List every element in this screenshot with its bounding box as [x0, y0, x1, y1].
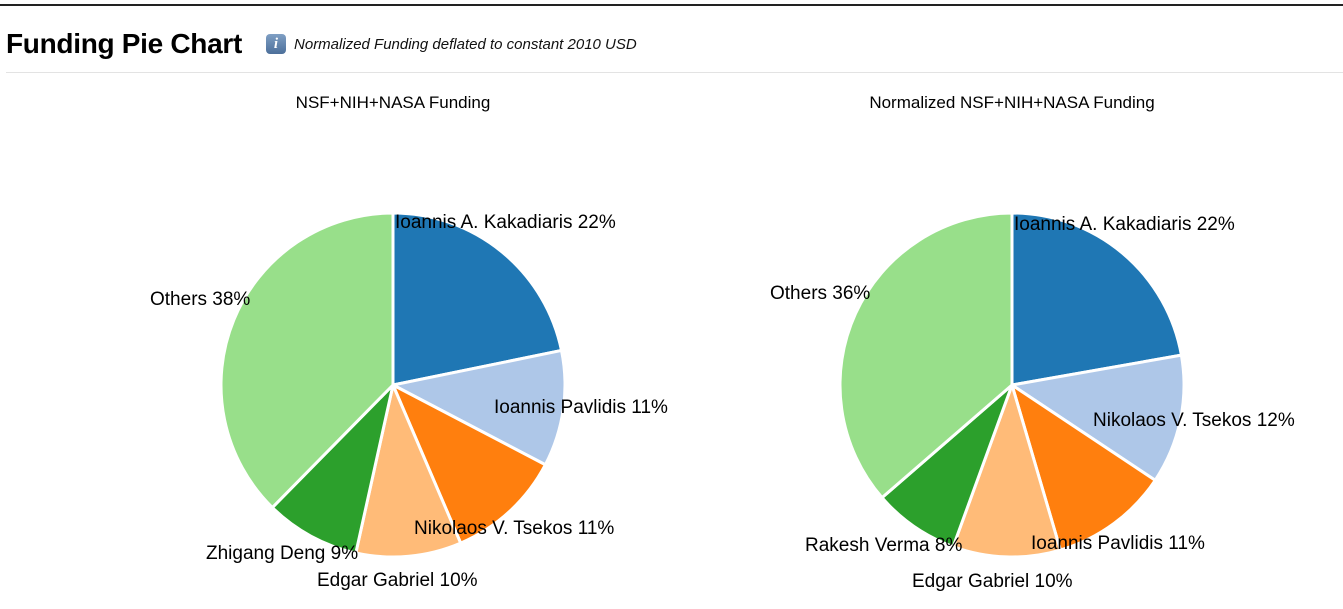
- pie-0-slice-edgar-gabriel[interactable]: [354, 383, 463, 559]
- pie-1-slice-ioannis-a-kakadiaris[interactable]: [1010, 211, 1183, 387]
- pie-1-label-rakesh-verma: Rakesh Verma 8%: [805, 535, 962, 556]
- pie-1-slice-nikolaos-v-tsekos[interactable]: [1010, 353, 1186, 482]
- top-rule: [0, 4, 1343, 6]
- pie-0-slice-others[interactable]: [219, 211, 395, 510]
- pie-0-label-zhigang-deng: Zhigang Deng 9%: [206, 543, 358, 564]
- header-divider: [6, 72, 1343, 73]
- pie-1-slice-ioannis-pavlidis[interactable]: [1010, 383, 1157, 552]
- page-subtitle: Normalized Funding deflated to constant …: [294, 35, 637, 53]
- pie-0-slice-nikolaos-v-tsekos[interactable]: [391, 383, 547, 545]
- pie-1-label-ioannis-a-kakadiaris: Ioannis A. Kakadiaris 22%: [1014, 214, 1235, 235]
- pie-0-slice-ioannis-pavlidis[interactable]: [391, 348, 567, 467]
- pie-1-slice-edgar-gabriel[interactable]: [951, 383, 1062, 559]
- pie-0-label-others: Others 38%: [150, 289, 250, 310]
- pie-0-label-nikolaos-v-tsekos: Nikolaos V. Tsekos 11%: [414, 518, 614, 539]
- pie-1-label-ioannis-pavlidis: Ioannis Pavlidis 11%: [1031, 533, 1205, 554]
- pie-0-label-ioannis-pavlidis: Ioannis Pavlidis 11%: [494, 397, 668, 418]
- pie-1-label-others: Others 36%: [770, 283, 870, 304]
- pie-1-label-edgar-gabriel: Edgar Gabriel 10%: [912, 571, 1073, 592]
- pie-0-slice-ioannis-a-kakadiaris[interactable]: [391, 211, 563, 387]
- pie-0-label-edgar-gabriel: Edgar Gabriel 10%: [317, 570, 478, 591]
- pie-0: Ioannis A. Kakadiaris 22% Ioannis Pavlidi…: [150, 211, 668, 591]
- pie-0-slice-zhigang-deng[interactable]: [270, 383, 395, 555]
- page-title: Funding Pie Chart: [6, 28, 243, 59]
- chart-title-normalized-funding: Normalized NSF+NIH+NASA Funding: [869, 93, 1155, 112]
- info-icon[interactable]: i: [266, 34, 287, 54]
- pie-1-label-nikolaos-v-tsekos: Nikolaos V. Tsekos 12%: [1093, 410, 1295, 431]
- pie-0-label-ioannis-a-kakadiaris: Ioannis A. Kakadiaris 22%: [395, 212, 616, 233]
- chart-title-funding: NSF+NIH+NASA Funding: [295, 93, 491, 112]
- pie-1-slice-others[interactable]: [838, 211, 1014, 500]
- page-header: Funding Pie Chart i Normalized Funding d…: [6, 24, 637, 64]
- pie-1: Ioannis A. Kakadiaris 22% Nikolaos V. Tse…: [770, 211, 1295, 592]
